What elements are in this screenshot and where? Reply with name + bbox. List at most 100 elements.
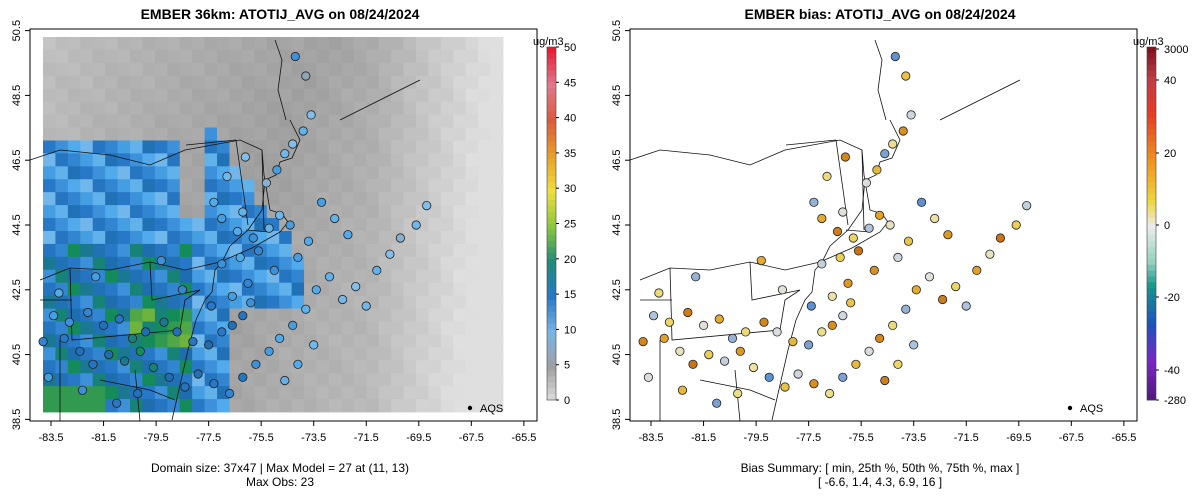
model-grid-cell [378, 373, 392, 387]
model-grid-cell [117, 386, 131, 400]
model-grid-cell [204, 179, 218, 193]
colorbar-segment [547, 252, 556, 260]
model-grid-cell [341, 218, 355, 232]
model-grid-cell [453, 62, 467, 77]
model-grid-cell [341, 49, 355, 64]
model-grid-cell [453, 308, 467, 322]
model-grid-cell [241, 166, 255, 180]
model-grid-cell [192, 37, 206, 51]
model-grid-cell [316, 360, 330, 374]
model-grid-cell [241, 49, 255, 64]
aqs-site-marker [280, 375, 290, 386]
model-grid-cell [229, 269, 243, 284]
aqs-site-marker [903, 236, 914, 246]
aqs-site-marker [77, 385, 88, 395]
y-tick-label: 50.5 [611, 20, 623, 41]
boundary-line [785, 139, 837, 146]
model-grid-cell [304, 347, 317, 361]
model-grid-cell [440, 166, 454, 180]
colorbar-segment [1147, 335, 1156, 342]
model-grid-cell [105, 153, 118, 167]
model-grid-cell [316, 308, 330, 322]
model-grid-cell [67, 49, 81, 64]
model-grid-cell [217, 192, 230, 206]
model-grid-cell [415, 360, 429, 374]
model-grid-cell [366, 166, 380, 180]
model-grid-cell [291, 75, 305, 90]
model-grid-cell [254, 295, 268, 309]
colorbar-tick-label: 5 [564, 360, 570, 372]
left-map-title: EMBER 36km: ATOTIJ_AVG on 08/24/2024 [140, 6, 420, 22]
model-grid-cell [453, 205, 467, 219]
right-footnote-line-1: Bias Summary: [ min, 25th %, 50th %, 75t… [740, 461, 1020, 475]
model-grid-cell [391, 75, 404, 90]
colorbar-segment [547, 94, 556, 101]
colorbar-segment [1147, 76, 1156, 83]
model-grid-cell [105, 269, 118, 284]
model-grid-cell [440, 334, 454, 348]
aqs-site-marker [217, 327, 227, 337]
model-grid-cell [415, 243, 429, 258]
model-grid-cell [266, 373, 280, 387]
aqs-site-marker [741, 327, 751, 337]
y-tick-label: 48.5 [11, 85, 23, 106]
model-grid-cell [465, 114, 479, 128]
model-grid-cell [440, 321, 454, 335]
model-grid-cell [391, 140, 404, 154]
aqs-site-marker [248, 233, 258, 243]
model-grid-cell [92, 386, 106, 400]
model-grid-cell [254, 140, 268, 154]
model-grid-cell [142, 49, 156, 64]
aqs-site-marker [298, 126, 308, 136]
aqs-site-marker [290, 51, 300, 62]
model-grid-cell [229, 37, 243, 51]
model-grid-cell [80, 49, 94, 64]
aqs-site-marker [838, 372, 848, 382]
model-grid-cell [478, 373, 491, 387]
colorbar-segment [547, 323, 556, 330]
aqs-site-marker [677, 385, 688, 395]
model-grid-cell [142, 140, 156, 154]
model-grid-cell [391, 269, 404, 284]
aqs-site-marker [301, 304, 311, 314]
model-grid-cell [80, 295, 94, 309]
model-grid-cell [154, 295, 168, 309]
model-grid-cell [92, 256, 106, 271]
colorbar-segment [1147, 94, 1156, 101]
colorbar-segment [547, 241, 556, 248]
aqs-site-marker [243, 278, 253, 288]
boundary-line [185, 139, 237, 146]
model-grid-cell [453, 256, 467, 271]
model-grid-cell [353, 269, 367, 284]
model-grid-cell [428, 88, 442, 103]
legend-aqs-label: AQS [1080, 403, 1103, 415]
colorbar-segment [1147, 47, 1156, 54]
model-grid-cell [341, 308, 355, 322]
model-grid-cell [428, 230, 442, 245]
model-grid-cell [204, 49, 218, 64]
model-grid-cell [241, 334, 255, 348]
model-grid-cell [167, 295, 181, 309]
model-grid-cell [415, 166, 429, 180]
model-grid-cell [316, 101, 330, 115]
model-grid-cell [490, 243, 504, 258]
model-grid-cell [130, 399, 143, 413]
colorbar-segment [547, 152, 556, 160]
colorbar-segment [547, 217, 556, 224]
model-grid-cell [428, 269, 442, 284]
model-grid-cell [378, 347, 392, 361]
model-grid-cell [391, 179, 404, 193]
model-grid-cell [453, 101, 467, 115]
model-grid-cell [43, 321, 56, 335]
model-grid-cell [291, 308, 305, 322]
model-grid-cell [167, 153, 181, 167]
model-grid-cell [415, 321, 429, 335]
model-grid-cell [266, 360, 280, 374]
model-grid-cell [80, 269, 94, 284]
aqs-site-marker [227, 291, 237, 301]
colorbar-segment [1147, 364, 1156, 371]
model-grid-cell [328, 192, 342, 206]
model-grid-cell [43, 243, 56, 258]
aqs-site-marker [127, 333, 138, 343]
model-grid-cell [217, 308, 230, 322]
